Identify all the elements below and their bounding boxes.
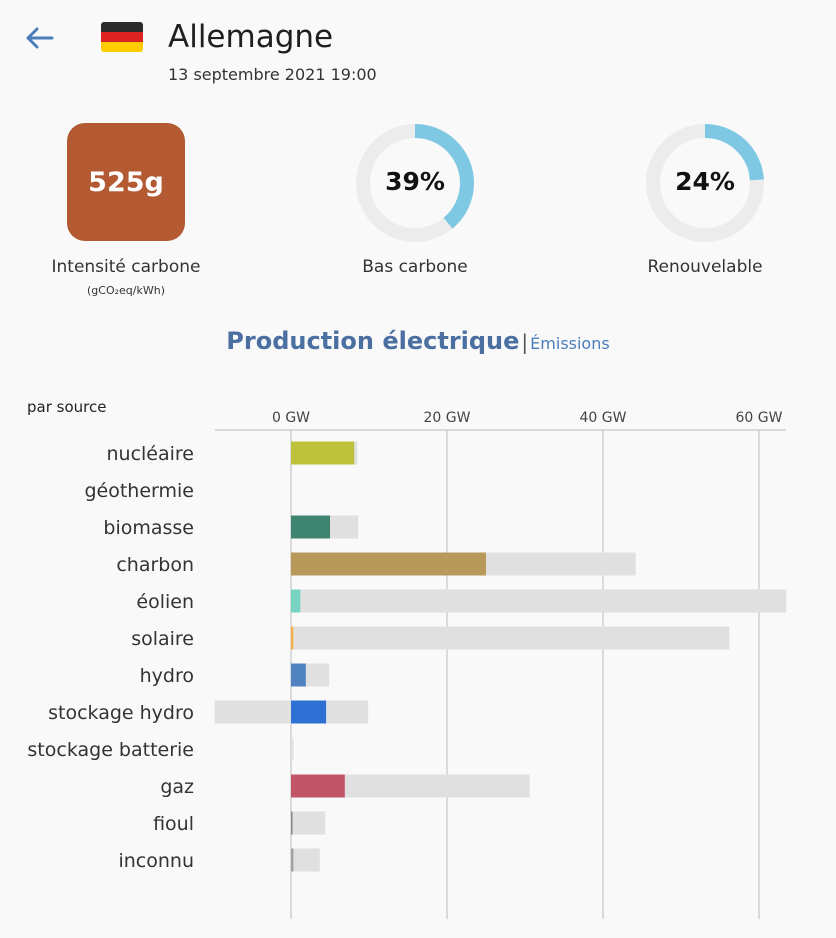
production-bar [291,700,327,724]
category-label: inconnu [118,850,194,872]
flag-stripe-bottom [101,42,143,52]
production-bar [291,441,355,465]
carbon-intensity-value: 525g [88,166,164,198]
carbon-intensity-unit: (gCO₂eq/kWh) [87,284,165,297]
arrow-left-icon [26,27,54,49]
renewable-value: 24% [675,167,735,196]
germany-flag-icon [101,22,143,52]
capacity-bar [291,589,787,613]
category-label: charbon [116,554,194,576]
production-bar [291,515,330,539]
renewable-gauge-arc [646,124,764,242]
category-label: fioul [153,813,194,835]
chart-tabs: Production électrique | Émissions [0,327,836,355]
production-bar [291,811,293,835]
x-tick-label: 40 GW [580,410,627,426]
tab-production[interactable]: Production électrique [226,327,520,355]
by-source-label: par source [27,398,107,416]
carbon-intensity-label: Intensité carbone [51,257,201,277]
low-carbon-gauge: 39% [355,123,475,243]
renewable-label: Renouvelable [647,257,763,277]
production-bar [291,626,294,650]
low-carbon-label: Bas carbone [362,257,468,277]
production-bar [291,774,345,798]
x-tick-label: 60 GW [736,410,783,426]
carbon-intensity-box: 525g [67,123,185,241]
datetime: 13 septembre 2021 19:00 [168,65,377,84]
x-tick-label: 20 GW [424,410,471,426]
category-label: solaire [131,628,194,650]
production-bar [291,663,306,687]
category-label: biomasse [103,517,194,539]
capacity-bar [291,811,326,835]
tab-emissions[interactable]: Émissions [530,334,610,353]
category-label: nucléaire [106,443,194,465]
category-label: stockage hydro [48,702,194,724]
category-label: hydro [140,665,194,687]
category-label: géothermie [84,480,194,502]
capacity-bar [291,626,730,650]
tab-separator: | [521,330,529,354]
low-carbon-value: 39% [385,167,445,196]
production-bar [291,848,294,872]
x-tick-label: 0 GW [272,410,310,426]
back-button[interactable] [22,20,58,56]
category-label: gaz [160,776,194,798]
capacity-bar [291,774,530,798]
capacity-bar [291,737,294,761]
low-carbon-gauge-arc [356,124,474,242]
country-name: Allemagne [168,19,334,55]
production-bar [291,552,486,576]
production-bar [291,589,301,613]
capacity-bar [291,848,320,872]
category-label: stockage batterie [27,739,194,761]
production-bar-chart: 0 GW 20 GW 40 GW 60 GW nucléaire géothermie bi… [27,410,787,919]
flag-stripe-top [101,22,143,32]
category-label: éolien [136,591,194,613]
renewable-gauge: 24% [645,123,765,243]
flag-stripe-middle [101,32,143,42]
